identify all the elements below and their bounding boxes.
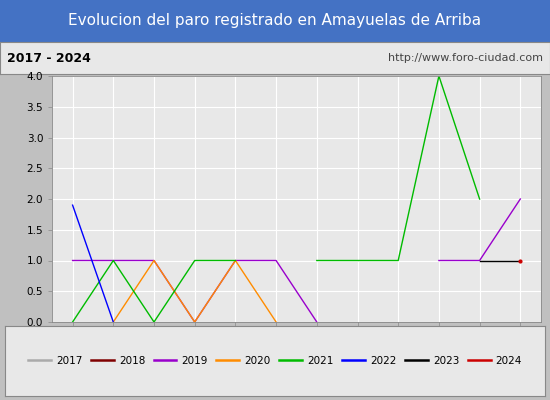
Text: 2017 - 2024: 2017 - 2024 bbox=[7, 52, 90, 64]
Legend: 2017, 2018, 2019, 2020, 2021, 2022, 2023, 2024: 2017, 2018, 2019, 2020, 2021, 2022, 2023… bbox=[24, 352, 526, 370]
Text: Evolucion del paro registrado en Amayuelas de Arriba: Evolucion del paro registrado en Amayuel… bbox=[68, 14, 482, 28]
Text: http://www.foro-ciudad.com: http://www.foro-ciudad.com bbox=[388, 53, 543, 63]
